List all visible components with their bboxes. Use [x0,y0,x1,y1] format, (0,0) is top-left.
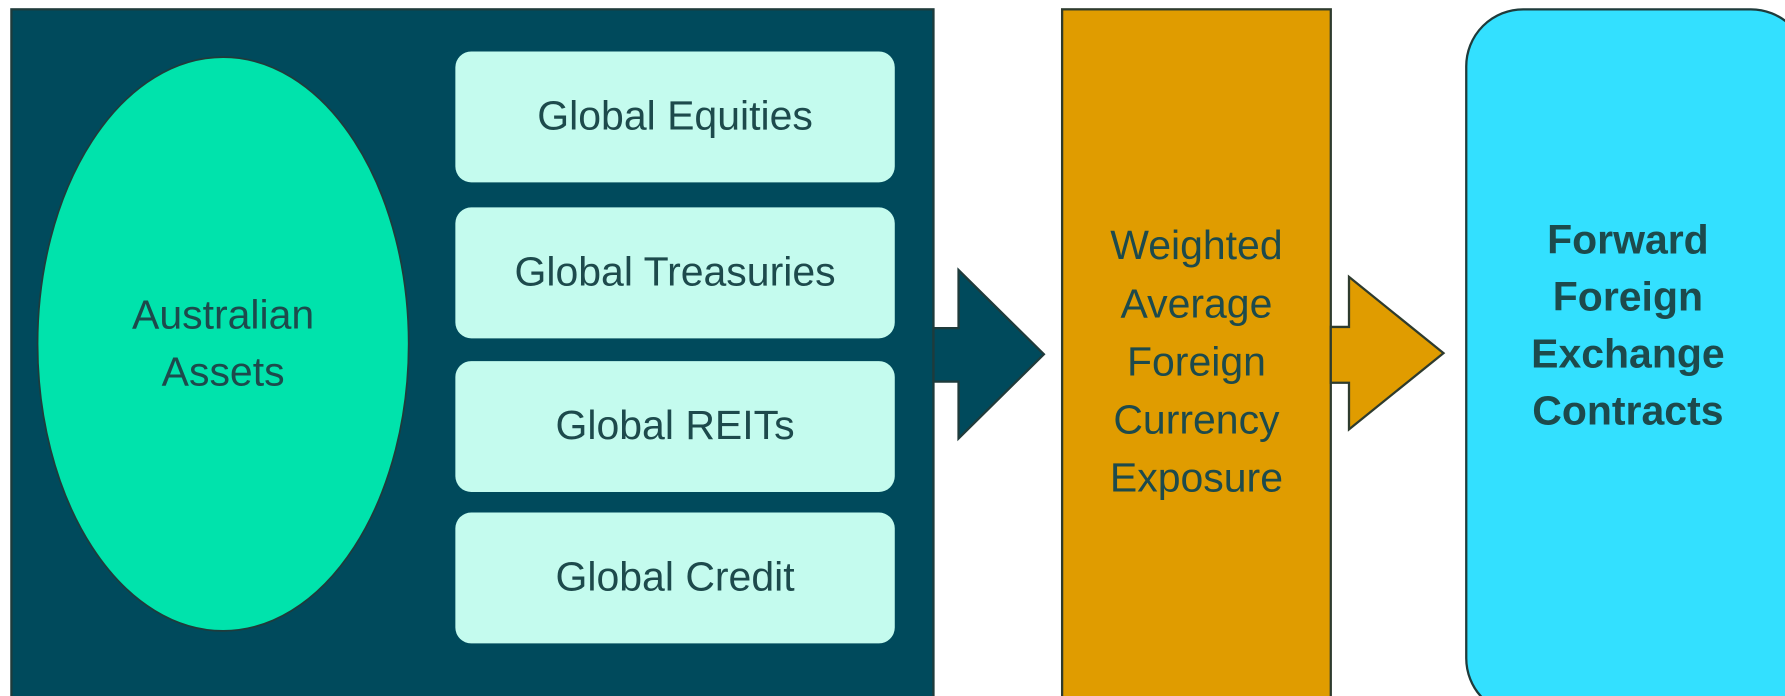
australian-assets-ellipse [36,56,410,632]
node-label: Foreign [1553,273,1703,319]
node-label: Global Treasuries [515,248,836,294]
node-label: Forward [1547,217,1709,263]
node-label: Average [1121,280,1273,326]
node-label: Assets [162,349,285,395]
node-label: Exchange [1531,330,1725,376]
credit-box [455,512,895,644]
node-label: Currency [1113,396,1280,442]
node-label: Global Equities [537,92,813,138]
node-label: Exposure [1110,454,1283,500]
treasuries-box [455,207,895,339]
node-label: Global Credit [556,553,796,599]
node-label: Foreign [1127,338,1266,384]
node-label: Weighted [1110,222,1282,268]
node-label: Global REITs [556,402,795,448]
equities-box [455,51,895,183]
contracts-box [1465,8,1785,696]
node-label: Australian [132,292,314,338]
exposure-box [1060,8,1332,696]
reits-box [455,361,895,493]
arrow [932,267,1046,442]
labels: Australian Assets Global Equities Global Tr… [132,92,1725,599]
node-label: Contracts [1532,387,1723,433]
arrow [1329,274,1446,432]
